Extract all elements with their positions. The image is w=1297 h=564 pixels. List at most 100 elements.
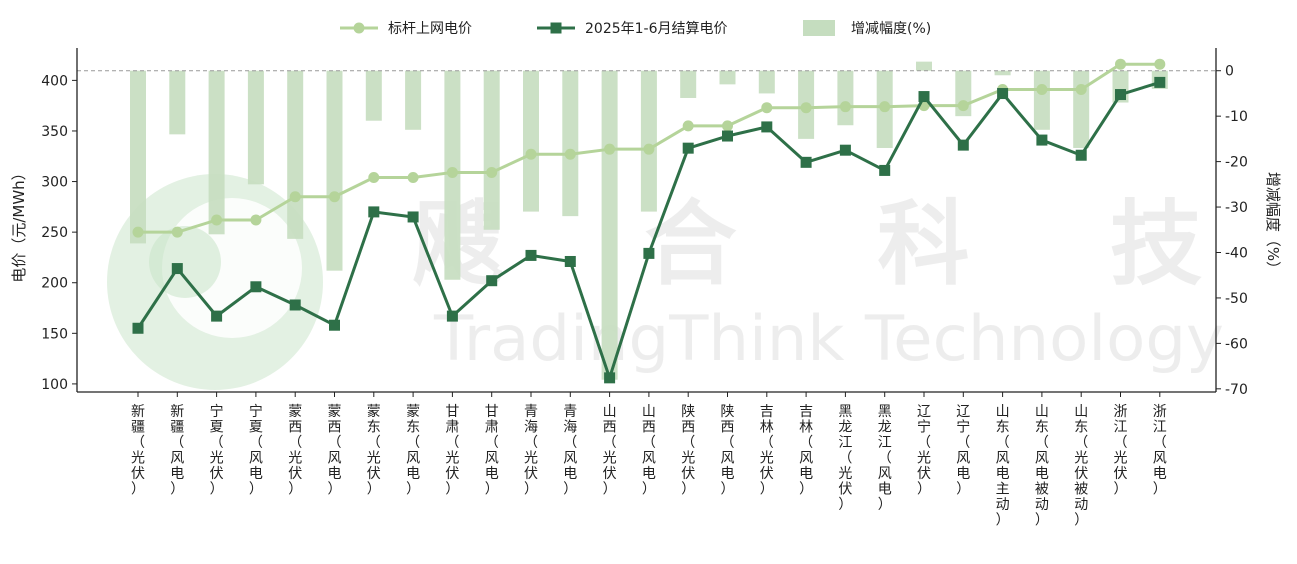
point-settlement-price: [564, 255, 576, 267]
point-settlement-price: [604, 372, 616, 384]
point-settlement-price: [407, 211, 419, 223]
point-benchmark-price: [250, 214, 262, 226]
y-tick-label: 200: [41, 276, 68, 292]
point-benchmark-price: [800, 102, 812, 114]
bar-change: [601, 70, 618, 380]
point-settlement-price: [289, 299, 301, 311]
point-settlement-price: [250, 281, 262, 293]
x-tick-label: 黑龙江（风电）: [878, 404, 892, 513]
point-settlement-price: [1036, 134, 1048, 146]
point-settlement-price: [839, 144, 851, 156]
point-benchmark-price: [211, 214, 223, 226]
legend-label: 增减幅度(%): [851, 21, 931, 37]
x-tick-label: 陕西（风电）: [721, 404, 735, 498]
point-settlement-price: [525, 249, 537, 261]
y2-tick-label: -40: [1225, 245, 1248, 261]
bar-change: [405, 70, 422, 130]
point-settlement-price: [368, 206, 380, 218]
point-settlement-price: [446, 310, 458, 322]
y2-tick-label: 0: [1225, 64, 1234, 80]
point-benchmark-price: [682, 120, 694, 132]
x-tick-label: 陕西（光伏）: [681, 404, 695, 498]
point-settlement-price: [486, 275, 498, 287]
x-tick-label: 吉林（光伏）: [760, 404, 774, 498]
x-tick-label: 宁夏（风电）: [249, 403, 263, 498]
legend: 标杆上网电价 2025年1-6月结算电价 增减幅度(%): [340, 20, 931, 37]
x-tick-label: 蒙东（光伏）: [367, 404, 381, 498]
point-settlement-price: [761, 121, 773, 133]
bar-change: [680, 70, 697, 98]
point-benchmark-price: [407, 172, 419, 184]
point-settlement-price: [329, 319, 340, 331]
x-tick-label: 新疆（风电）: [170, 404, 184, 498]
x-tick-label: 黑龙江（光伏）: [838, 404, 852, 513]
point-benchmark-price: [879, 101, 891, 113]
x-tick-label: 山东（光伏被动）: [1074, 404, 1088, 529]
x-tick-label: 青海（风电）: [563, 404, 577, 498]
point-benchmark-price: [1075, 83, 1087, 95]
x-tick-label: 吉林（风电）: [799, 404, 813, 498]
y-tick-label: 300: [41, 175, 68, 191]
point-settlement-price: [800, 156, 812, 168]
point-settlement-price: [643, 247, 655, 259]
point-benchmark-price: [329, 191, 340, 203]
x-tick-label: 辽宁（风电）: [956, 404, 970, 498]
x-tick-label: 辽宁（光伏）: [917, 404, 931, 498]
y2-tick-label: -30: [1225, 200, 1248, 216]
point-benchmark-price: [604, 143, 616, 155]
x-tick-label: 甘肃（光伏）: [445, 404, 459, 498]
bar-change: [208, 70, 225, 235]
bar-change: [287, 70, 304, 239]
y-tick-label: 250: [41, 225, 68, 241]
legend-label: 2025年1-6月结算电价: [585, 21, 728, 37]
point-settlement-price: [722, 130, 733, 142]
y-tick-label: 350: [41, 124, 68, 140]
point-settlement-price: [918, 91, 930, 103]
point-settlement-price: [879, 164, 891, 176]
point-benchmark-price: [368, 172, 380, 184]
y2-tick-label: -70: [1225, 382, 1248, 398]
point-settlement-price: [211, 310, 223, 322]
x-tick-label: 宁夏（光伏）: [210, 403, 224, 498]
category-labels: 新疆（光伏） 新疆（风电） 宁夏（光伏） 宁夏（风电） 蒙西（光伏） 蒙西（风电） 蒙东（光…: [131, 392, 1167, 529]
bar-change: [169, 70, 186, 135]
x-tick-label: 浙江（光伏）: [1114, 404, 1128, 498]
bar-change: [837, 70, 854, 126]
point-settlement-price: [957, 139, 969, 151]
legend-label: 标杆上网电价: [388, 21, 472, 37]
point-settlement-price: [171, 263, 183, 275]
y-tick-label: 100: [41, 377, 68, 393]
bar-change: [719, 70, 736, 85]
watermark-logo: [107, 174, 323, 390]
point-benchmark-price: [132, 226, 144, 238]
bar-change: [994, 70, 1011, 76]
point-settlement-price: [682, 142, 694, 154]
x-tick-label: 蒙西（光伏）: [288, 404, 302, 498]
bar-change: [365, 70, 382, 121]
point-benchmark-price: [171, 226, 183, 238]
point-benchmark-price: [289, 191, 301, 203]
bar-change: [130, 70, 146, 244]
x-tick-label: 青海（光伏）: [524, 404, 538, 498]
point-settlement-price: [1115, 89, 1126, 101]
point-benchmark-price: [446, 166, 458, 178]
y-tick-label: 150: [41, 326, 68, 342]
x-tick-label: 山西（光伏）: [603, 404, 617, 498]
y2-tick-label: -10: [1225, 109, 1248, 125]
bar-change: [523, 70, 539, 212]
y2-tick-label: -60: [1225, 336, 1248, 352]
y-tick-label: 400: [41, 73, 68, 89]
point-settlement-price: [1154, 76, 1166, 88]
bar-change: [758, 70, 775, 94]
point-benchmark-price: [761, 102, 773, 114]
point-settlement-price: [132, 322, 144, 334]
point-benchmark-price: [643, 143, 655, 155]
axes: 100 150 200 250 300 350 400 0 -10 -20 -30 -40 -50 -60…: [41, 48, 1248, 398]
bar-change: [326, 70, 343, 271]
x-tick-label: 甘肃（风电）: [485, 404, 499, 498]
point-benchmark-price: [839, 101, 851, 113]
x-tick-label: 山西（风电）: [642, 404, 656, 498]
bar-change: [562, 70, 579, 217]
y-axis-title: 电价（元/MWh）: [10, 165, 28, 282]
